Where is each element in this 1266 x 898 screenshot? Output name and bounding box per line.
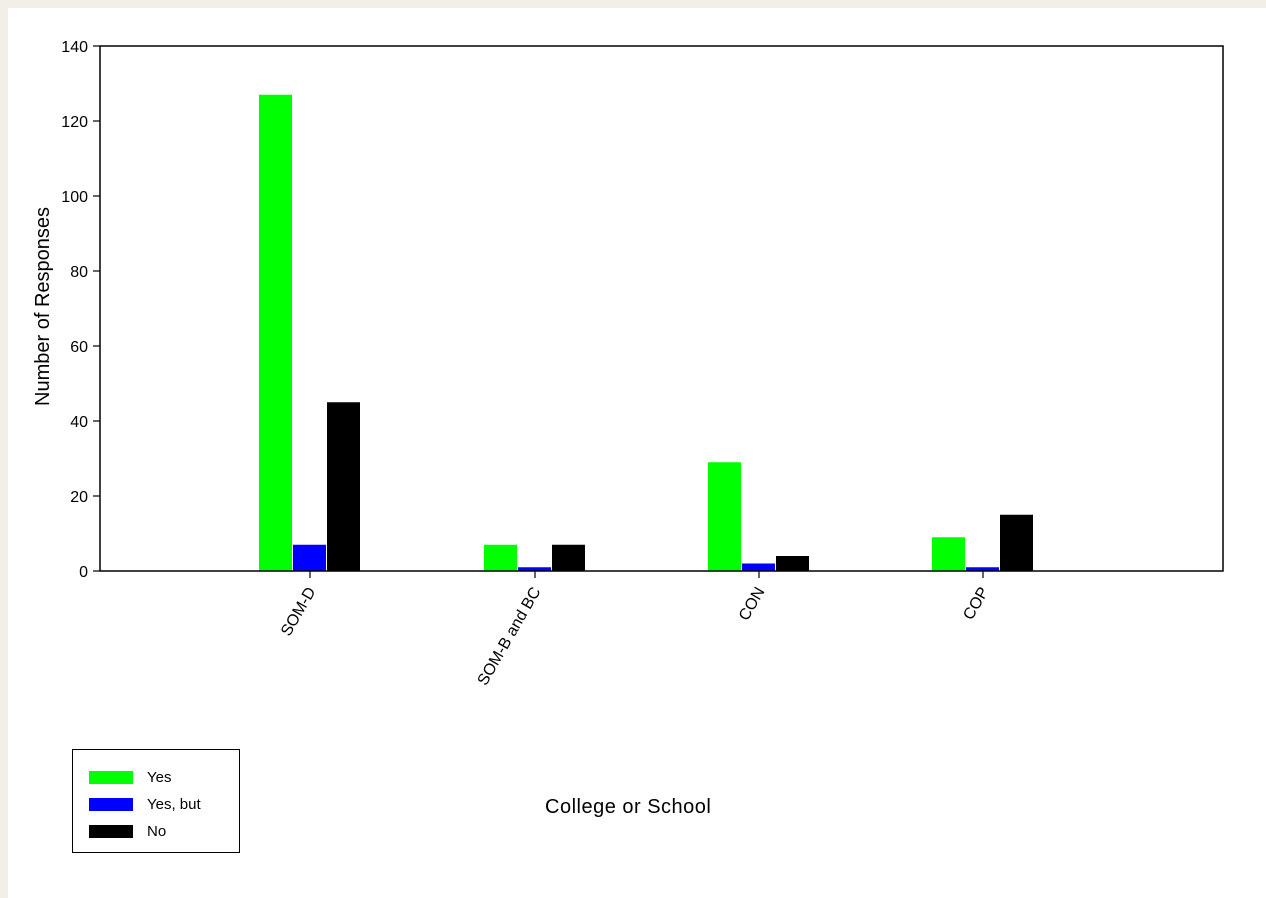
legend-label-yes-but: Yes, but	[147, 796, 201, 813]
x-tick-label: CON	[736, 585, 769, 624]
plot-area-border	[99, 45, 1224, 572]
bar-yes-but-1	[518, 567, 551, 571]
y-axis: 0 20 40 60 80 100 120 140	[61, 39, 100, 581]
bar-yes-3	[932, 537, 965, 571]
chart-frame: 0 20 40 60 80 100 120 140 SOM-D SOM-B and BC CON C…	[8, 8, 1266, 898]
legend-label-no: No	[147, 823, 167, 840]
bar-yes-2	[708, 462, 741, 571]
x-axis: SOM-D SOM-B and BC CON COP	[278, 571, 992, 688]
y-tick-label: 20	[70, 489, 88, 506]
legend: Yes Yes, but No	[72, 749, 240, 853]
bar-yes-0	[259, 94, 292, 571]
bar-no-1	[552, 544, 585, 571]
legend-swatch-yes-but	[89, 798, 133, 811]
bar-no-0	[327, 402, 360, 571]
bar-no-3	[1000, 514, 1033, 571]
legend-swatch-yes	[89, 771, 133, 784]
bars	[259, 94, 1033, 571]
legend-item-yes: Yes	[73, 764, 239, 791]
y-tick-label: 120	[61, 114, 88, 131]
y-tick-label: 140	[61, 39, 88, 56]
legend-item-no: No	[73, 818, 239, 845]
y-tick-label: 40	[70, 414, 88, 431]
y-tick-label: 100	[61, 189, 88, 206]
bar-yes-but-2	[742, 563, 775, 571]
y-axis-label: Number of Responses	[32, 207, 54, 406]
x-tick-label: SOM-B and BC	[475, 585, 545, 689]
y-tick-label: 0	[79, 564, 88, 581]
y-tick-label: 60	[70, 339, 88, 356]
x-tick-label: COP	[960, 585, 992, 624]
bar-chart: 0 20 40 60 80 100 120 140 SOM-D SOM-B and BC CON C…	[32, 39, 1224, 688]
bar-yes-1	[484, 544, 517, 571]
bar-no-2	[776, 556, 809, 571]
x-axis-label: College or School	[545, 796, 712, 818]
y-tick-label: 80	[70, 264, 88, 281]
bar-yes-but-3	[966, 567, 999, 571]
legend-label-yes: Yes	[147, 769, 172, 786]
legend-swatch-no	[89, 825, 133, 838]
bar-yes-but-0	[293, 544, 326, 571]
legend-item-yes-but: Yes, but	[73, 791, 239, 818]
x-tick-label: SOM-D	[278, 585, 319, 640]
